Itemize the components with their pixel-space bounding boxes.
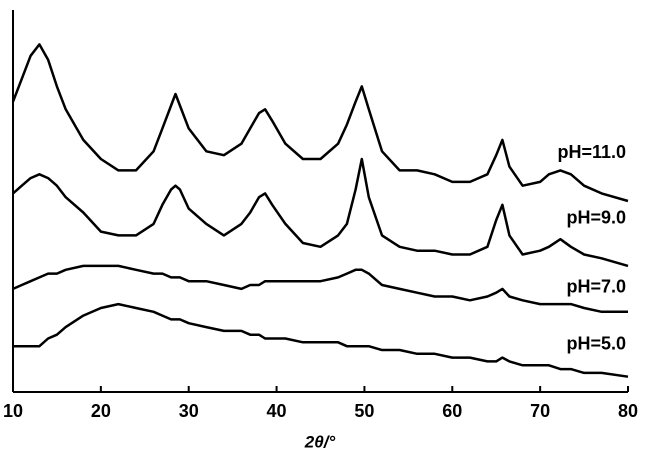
- xrd-curve: [11, 43, 629, 203]
- x-tick-label: 60: [442, 401, 462, 421]
- x-tick-label: 30: [179, 401, 199, 421]
- series-label: pH=9.0: [566, 208, 626, 228]
- x-tick-label: 10: [3, 401, 23, 421]
- x-tick-label: 20: [91, 401, 111, 421]
- x-tick-label: 50: [354, 401, 374, 421]
- x-axis-title: 2θ/°: [304, 432, 336, 451]
- xrd-curve: [13, 302, 629, 378]
- series-label: pH=11.0: [557, 142, 626, 162]
- x-tick-label: 70: [530, 401, 550, 421]
- xrd-curve: [12, 264, 628, 314]
- series-label: pH=7.0: [566, 277, 626, 297]
- x-tick-label: 40: [267, 401, 287, 421]
- x-tick-label: 80: [618, 401, 638, 421]
- xrd-curve: [12, 157, 629, 268]
- series-label: pH=5.0: [566, 333, 626, 353]
